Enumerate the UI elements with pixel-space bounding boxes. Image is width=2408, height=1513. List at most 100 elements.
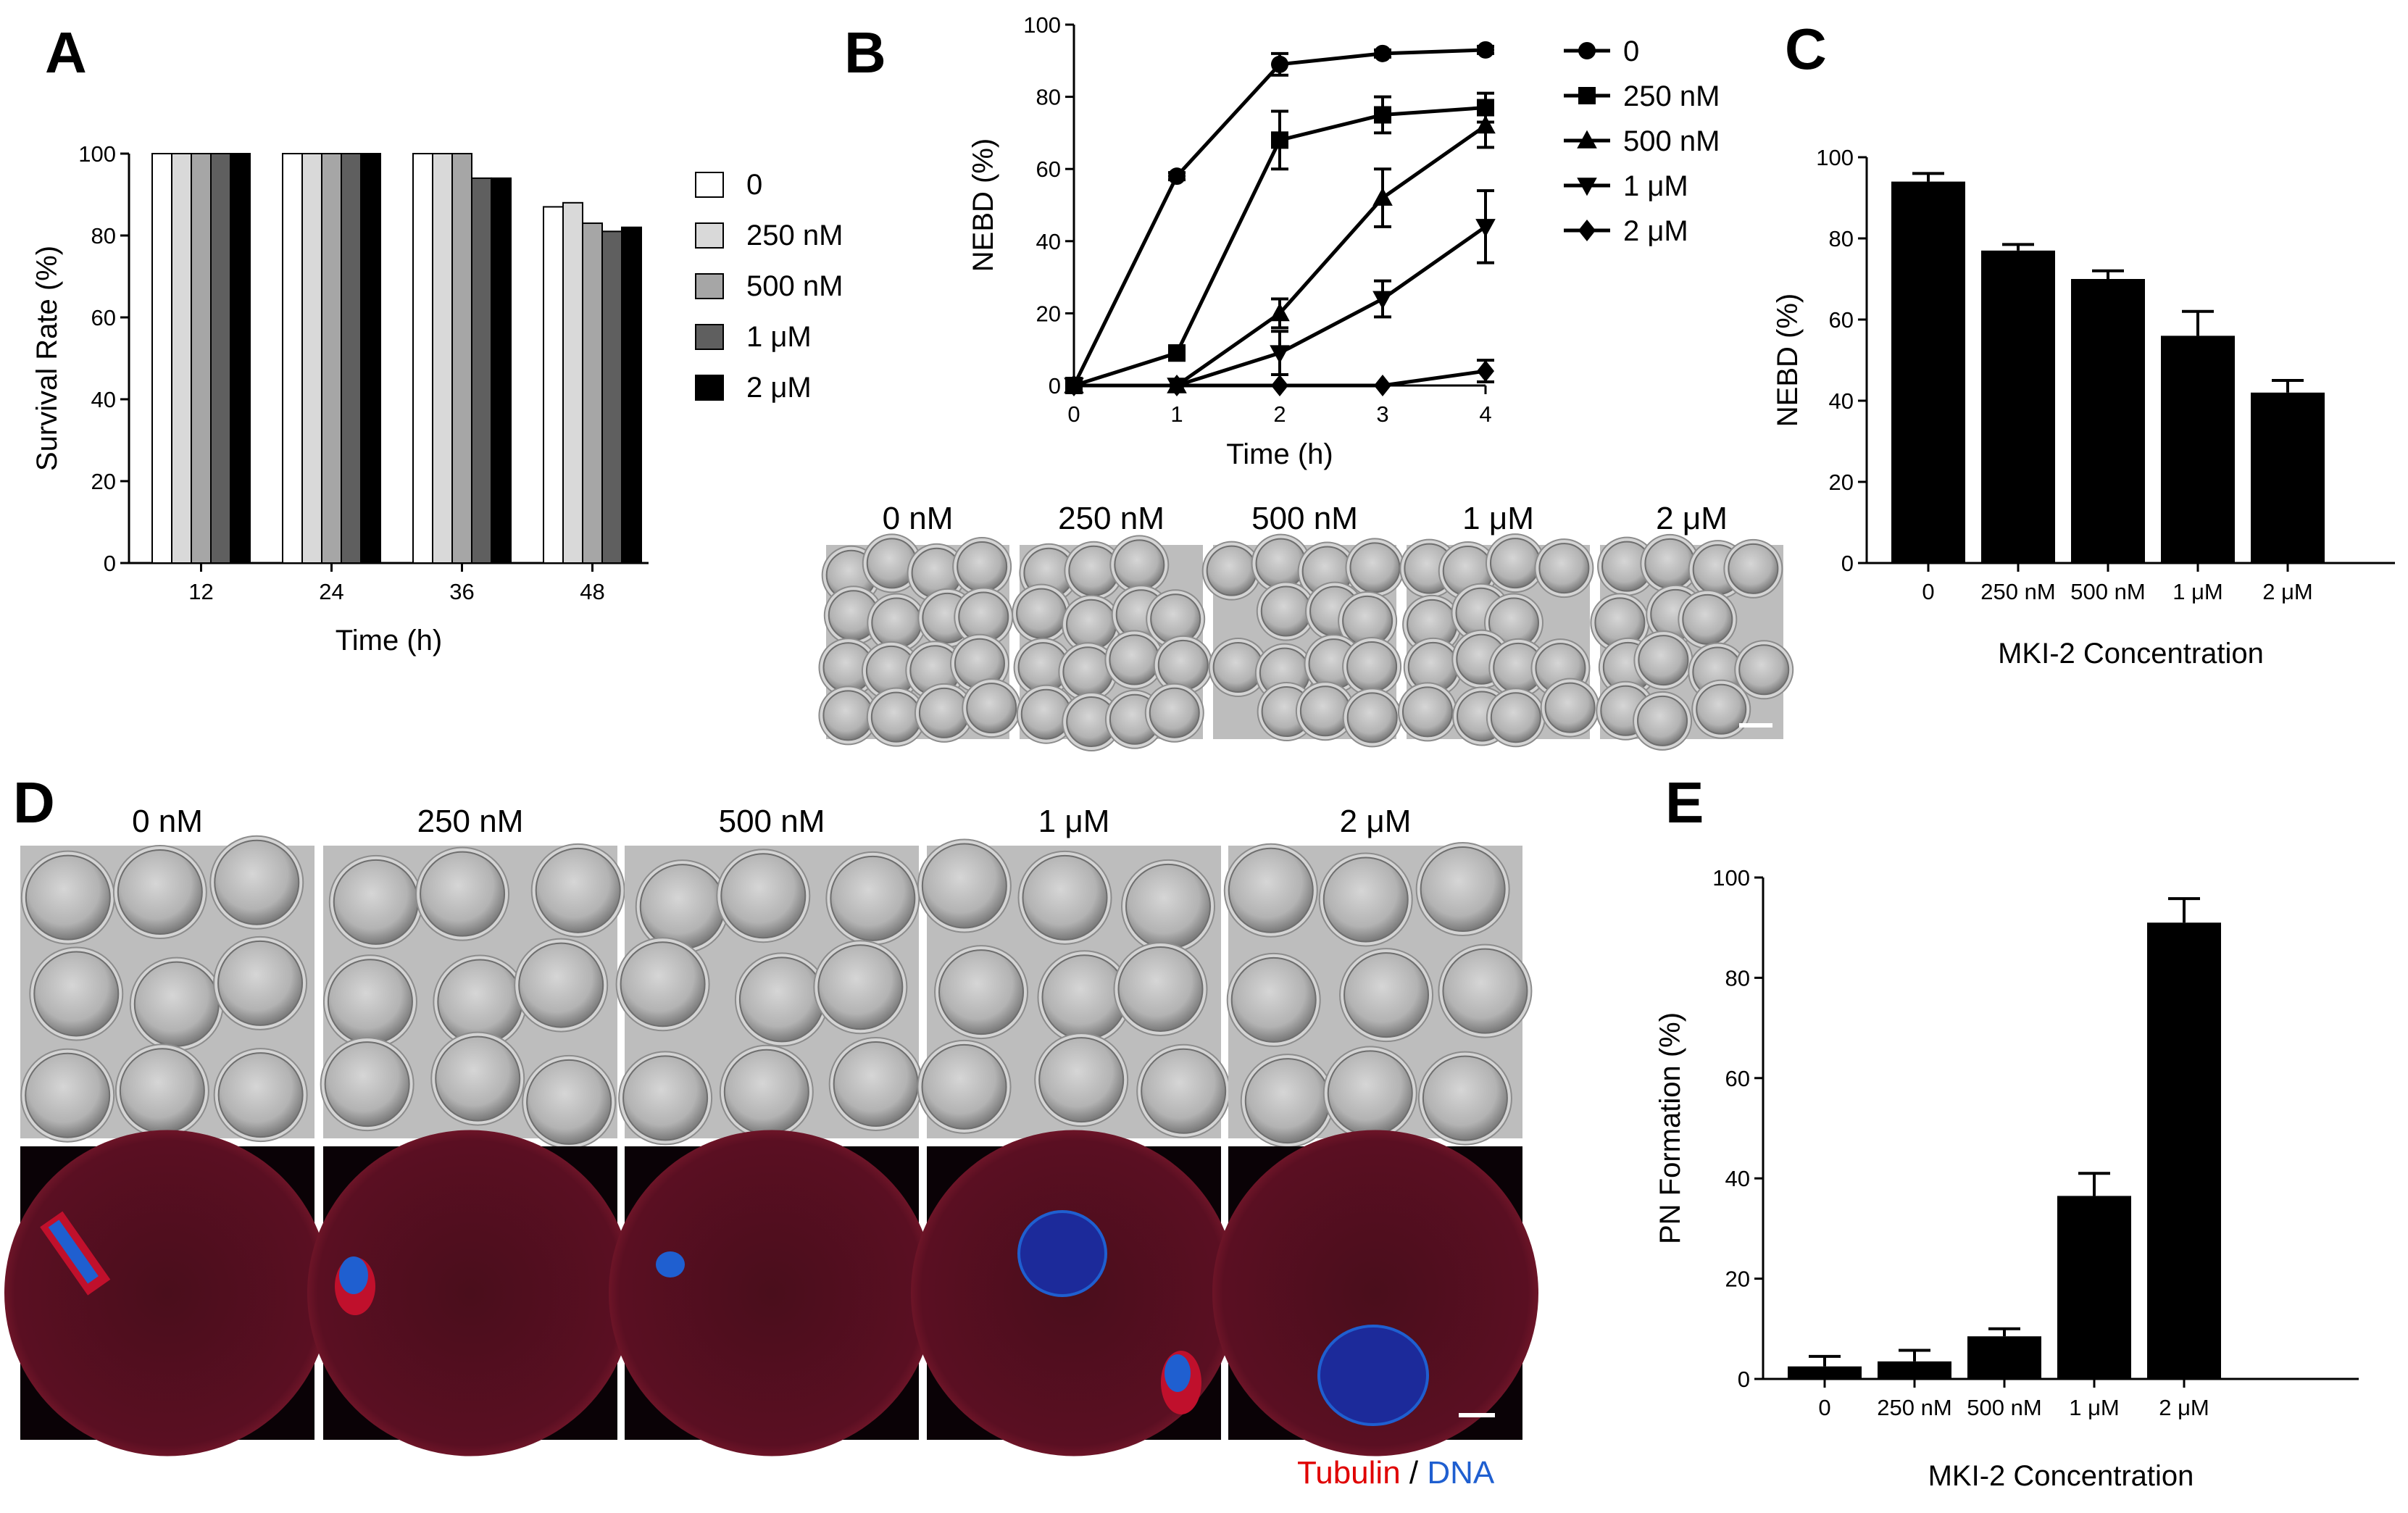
oocyte [25, 1052, 111, 1138]
x-tick-label: 0 [1067, 401, 1080, 427]
bar [2071, 279, 2145, 563]
y-axis-label: PN Formation (%) [1654, 1012, 1686, 1244]
marker-diamond [1271, 375, 1288, 396]
legend-label: 500 nM [746, 270, 843, 302]
y-tick-label: 0 [1049, 373, 1061, 399]
x-axis-label: MKI-2 Concentration [1998, 638, 2264, 670]
bar [2147, 922, 2221, 1379]
y-tick-label: 0 [104, 551, 116, 576]
oocyte [833, 1041, 919, 1127]
oocyte [1343, 952, 1430, 1038]
bar [2161, 335, 2235, 563]
oocyte-fluorescence [307, 1130, 633, 1456]
chromosomes [339, 1256, 368, 1294]
bar-a [562, 201, 583, 564]
oocyte [622, 1055, 709, 1141]
marker-square [1374, 106, 1391, 124]
oocyte [918, 687, 970, 738]
scale-bar [1459, 1413, 1495, 1417]
oocyte [1149, 687, 1200, 738]
oocyte [1114, 539, 1165, 591]
oocyte [1728, 543, 1779, 594]
x-tick-label: 500 nM [2070, 579, 2145, 604]
oocyte [822, 690, 874, 741]
micrograph-header-d: 1 μM [1038, 804, 1110, 839]
marker-diamond [1168, 375, 1186, 396]
chromosomes [656, 1251, 685, 1277]
bar-a [582, 222, 603, 564]
legend-label: 500 nM [1623, 125, 1720, 157]
oocyte [1260, 585, 1312, 637]
stain-separator: / [1401, 1455, 1428, 1491]
x-tick-label: 0 [1922, 579, 1934, 604]
oocyte [1544, 682, 1596, 733]
x-tick-label: 24 [319, 579, 343, 604]
panel-letter-a: A [45, 20, 87, 85]
oocyte [1420, 846, 1506, 933]
oocyte [830, 855, 916, 941]
oocyte [921, 843, 1007, 929]
oocyte [1041, 954, 1128, 1041]
y-tick-label: 40 [1829, 388, 1854, 414]
legend-label: 0 [746, 169, 762, 201]
oocyte [1401, 686, 1453, 738]
bar [1981, 250, 2055, 563]
bar-a [151, 153, 172, 564]
bar-a [321, 153, 342, 564]
oocyte [324, 1041, 410, 1128]
panel-letter-c: C [1785, 17, 1827, 81]
micrograph-header-b: 1 μM [1462, 501, 1534, 536]
y-tick-label: 60 [1829, 307, 1854, 333]
oocyte [1255, 538, 1307, 589]
oocyte [535, 847, 621, 933]
oocyte [1141, 1048, 1227, 1134]
panel-letter-d: D [13, 770, 55, 835]
oocyte [1682, 593, 1733, 645]
marker-triangle-up [1577, 130, 1597, 149]
legend-swatch [695, 273, 724, 299]
y-tick-label: 20 [1036, 301, 1061, 326]
oocyte [620, 941, 706, 1028]
oocyte [217, 940, 304, 1026]
x-tick-label: 36 [449, 579, 474, 604]
oocyte [1322, 856, 1409, 943]
marker-diamond [1477, 360, 1494, 383]
panel-letter-b: B [844, 20, 886, 85]
stain-tubulin: Tubulin [1297, 1455, 1401, 1491]
marker-square [1168, 344, 1186, 362]
y-tick-label: 20 [91, 469, 116, 494]
micrograph-header-d: 0 nM [132, 804, 203, 839]
bar [1891, 181, 1965, 564]
oocyte [639, 864, 725, 950]
legend-label: 2 μM [1623, 215, 1688, 247]
chart-a-survival: 0 20 40 60 80 100 12 24 36 48 Time (h) Survival Rat… [31, 141, 843, 657]
bar [1967, 1336, 2041, 1379]
y-tick-label: 80 [1725, 965, 1750, 991]
oocyte [1066, 599, 1117, 650]
oocyte [1117, 946, 1204, 1032]
bar-a [360, 153, 381, 564]
marker-triangle-up [1270, 303, 1290, 322]
oocyte [119, 1048, 205, 1134]
legend-label: 1 μM [746, 321, 812, 353]
oocyte [1016, 588, 1067, 639]
oocyte [1150, 593, 1201, 645]
micrograph-header-b: 250 nM [1058, 501, 1165, 536]
y-tick-label: 20 [1829, 470, 1854, 495]
oocyte [1346, 641, 1398, 693]
oocyte [957, 541, 1008, 592]
y-tick-label: 100 [78, 141, 116, 167]
x-tick-label: 3 [1376, 401, 1388, 427]
marker-square [1271, 131, 1288, 149]
oocyte [1228, 847, 1314, 933]
marker-triangle-down [1270, 345, 1290, 364]
oocyte [817, 944, 904, 1030]
bar [2251, 392, 2325, 563]
x-tick-label: 2 μM [2262, 579, 2313, 604]
marker-triangle-down [1475, 219, 1496, 238]
oocyte [217, 1052, 304, 1138]
micrograph-header-d: 250 nM [417, 804, 524, 839]
y-tick-label: 60 [1036, 157, 1061, 182]
x-tick-label: 250 nM [1980, 579, 2055, 604]
